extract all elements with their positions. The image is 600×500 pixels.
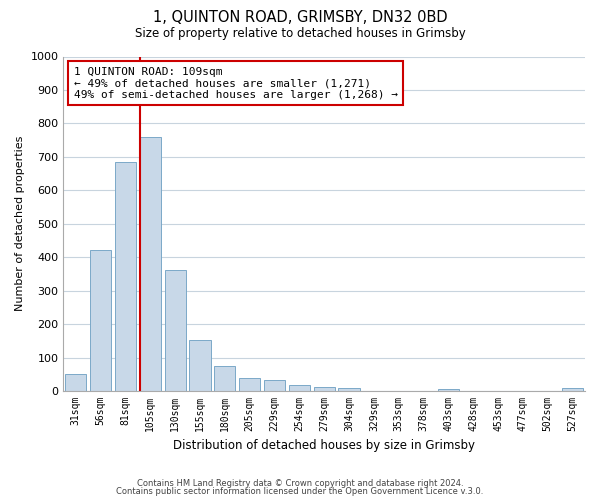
Y-axis label: Number of detached properties: Number of detached properties xyxy=(15,136,25,312)
Bar xyxy=(438,390,459,391)
Bar xyxy=(338,388,359,391)
Bar xyxy=(239,378,260,391)
Bar xyxy=(562,388,583,391)
Text: Size of property relative to detached houses in Grimsby: Size of property relative to detached ho… xyxy=(134,28,466,40)
Text: Contains HM Land Registry data © Crown copyright and database right 2024.: Contains HM Land Registry data © Crown c… xyxy=(137,478,463,488)
Bar xyxy=(90,250,111,391)
Bar xyxy=(214,366,235,391)
Bar xyxy=(314,387,335,391)
Text: 1 QUINTON ROAD: 109sqm
← 49% of detached houses are smaller (1,271)
49% of semi-: 1 QUINTON ROAD: 109sqm ← 49% of detached… xyxy=(74,66,398,100)
Bar xyxy=(115,162,136,391)
Text: Contains public sector information licensed under the Open Government Licence v.: Contains public sector information licen… xyxy=(116,487,484,496)
Text: 1, QUINTON ROAD, GRIMSBY, DN32 0BD: 1, QUINTON ROAD, GRIMSBY, DN32 0BD xyxy=(152,10,448,25)
Bar xyxy=(65,374,86,391)
Bar xyxy=(190,340,211,391)
Bar xyxy=(289,385,310,391)
Bar xyxy=(264,380,285,391)
X-axis label: Distribution of detached houses by size in Grimsby: Distribution of detached houses by size … xyxy=(173,440,475,452)
Bar xyxy=(140,137,161,391)
Bar xyxy=(164,270,186,391)
